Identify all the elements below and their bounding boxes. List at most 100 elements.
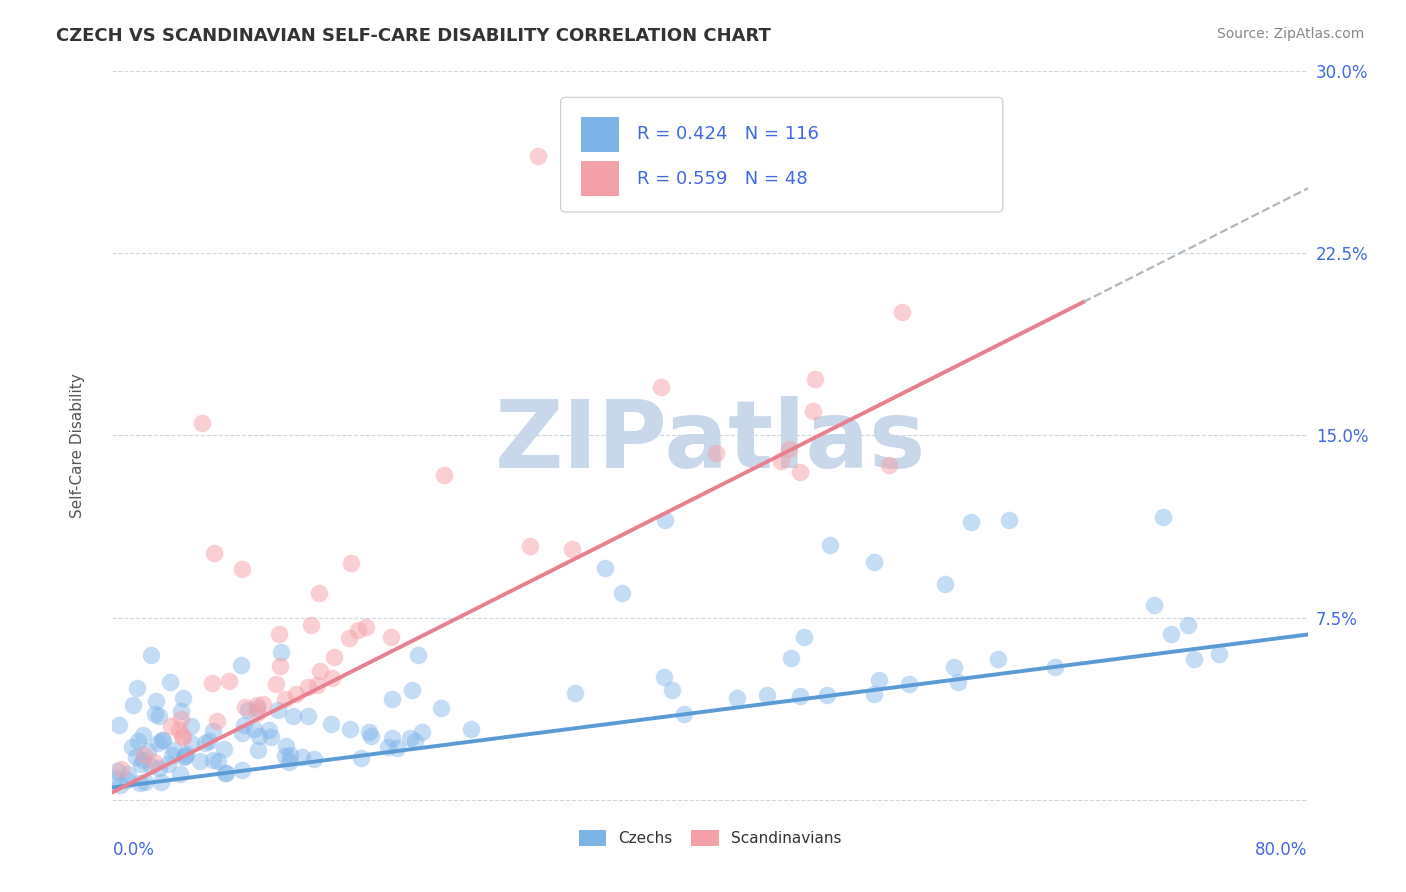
Point [297, 709, 319, 723]
Point [1160, 627, 1182, 641]
Point [125, 750, 148, 764]
Point [201, 676, 224, 690]
Point [1043, 659, 1066, 673]
Point [297, 680, 319, 694]
Point [283, 709, 305, 723]
Point [672, 706, 695, 721]
Point [274, 748, 297, 763]
Point [267, 627, 290, 641]
Point [652, 670, 675, 684]
Point [176, 747, 198, 761]
Point [385, 741, 408, 756]
Point [704, 446, 727, 460]
Point [191, 417, 214, 431]
Point [561, 541, 583, 556]
Point [122, 698, 145, 713]
Point [150, 732, 173, 747]
Point [308, 586, 330, 600]
Text: Self-Care Disability: Self-Care Disability [70, 374, 84, 518]
Point [231, 764, 253, 778]
Point [987, 652, 1010, 666]
Point [322, 650, 344, 665]
Point [242, 722, 264, 736]
Point [274, 692, 297, 706]
Point [202, 546, 225, 560]
Point [148, 761, 170, 775]
Point [266, 703, 288, 717]
Point [257, 723, 280, 737]
Point [194, 736, 217, 750]
Point [169, 723, 191, 738]
Point [863, 555, 886, 569]
Text: 0.0%: 0.0% [112, 841, 155, 859]
Point [157, 756, 180, 771]
Point [134, 747, 156, 762]
Text: Source: ZipAtlas.com: Source: ZipAtlas.com [1216, 27, 1364, 41]
Text: ZIPatlas: ZIPatlas [495, 395, 925, 488]
Point [404, 734, 426, 748]
Point [197, 734, 219, 748]
Point [339, 723, 361, 737]
Point [246, 698, 269, 712]
Point [305, 678, 328, 692]
Point [277, 755, 299, 769]
Point [381, 692, 404, 706]
Point [152, 733, 174, 747]
Point [891, 305, 914, 319]
Point [650, 380, 672, 394]
Point [291, 750, 314, 764]
Point [661, 683, 683, 698]
Point [146, 736, 169, 750]
Point [108, 718, 131, 732]
Point [173, 750, 195, 764]
Point [110, 763, 132, 777]
Point [789, 465, 811, 479]
Point [377, 739, 399, 754]
Point [862, 687, 884, 701]
Point [143, 755, 166, 769]
Point [246, 743, 269, 757]
Point [236, 702, 259, 716]
Point [460, 722, 482, 736]
Point [103, 771, 125, 785]
Point [934, 577, 956, 591]
Point [141, 648, 163, 662]
Point [180, 719, 202, 733]
Point [201, 723, 224, 738]
FancyBboxPatch shape [581, 117, 619, 152]
Point [519, 539, 541, 553]
Point [960, 515, 983, 529]
Point [150, 775, 173, 789]
Point [172, 691, 194, 706]
Point [319, 717, 342, 731]
Point [564, 686, 586, 700]
Point [337, 632, 360, 646]
Point [169, 767, 191, 781]
Point [778, 442, 800, 456]
Point [398, 731, 420, 745]
Point [170, 704, 193, 718]
Point [145, 694, 167, 708]
Point [595, 561, 617, 575]
Point [132, 728, 155, 742]
Point [793, 630, 815, 644]
Point [127, 734, 149, 748]
Point [134, 775, 156, 789]
Point [218, 674, 240, 689]
Point [229, 658, 252, 673]
Point [302, 752, 325, 766]
Point [411, 725, 433, 739]
Point [136, 744, 159, 758]
Point [998, 513, 1021, 527]
Point [401, 683, 423, 698]
Point [868, 673, 890, 687]
Point [801, 404, 824, 418]
Point [1184, 652, 1206, 666]
Point [1177, 617, 1199, 632]
Point [108, 779, 131, 793]
Point [148, 709, 170, 723]
Point [174, 749, 197, 764]
Point [270, 645, 292, 659]
Point [946, 674, 969, 689]
Point [321, 671, 343, 685]
